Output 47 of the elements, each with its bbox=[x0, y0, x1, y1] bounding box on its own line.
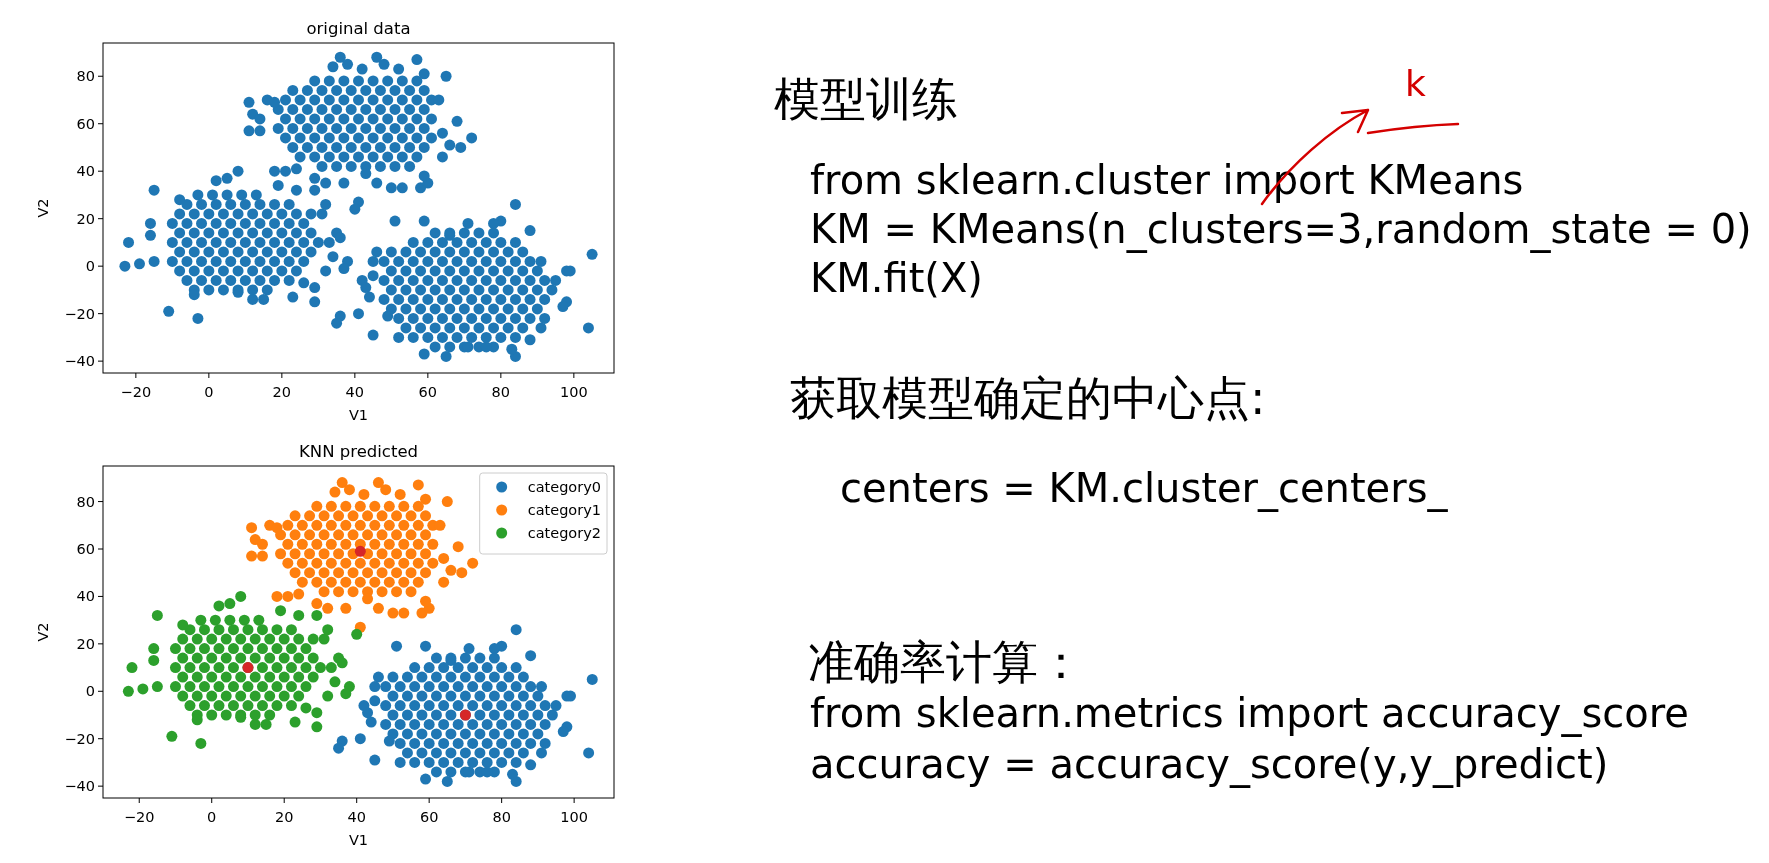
y-tick-label: 80 bbox=[76, 68, 95, 85]
x-tick-label: 80 bbox=[491, 384, 511, 400]
x-tick-label: 20 bbox=[274, 809, 294, 825]
x-tick-label: 60 bbox=[419, 809, 439, 825]
y-tick-label: 60 bbox=[76, 115, 95, 132]
text: accuracy = accuracy_score(y,y_predict) bbox=[810, 741, 1609, 788]
text: k bbox=[1405, 63, 1426, 104]
y-tick-label: 0 bbox=[85, 683, 95, 700]
y-tick-label: −40 bbox=[64, 353, 95, 370]
y-tick-label: −20 bbox=[64, 305, 95, 322]
y-tick-label: 40 bbox=[76, 588, 95, 605]
chart-title: original data bbox=[306, 19, 411, 38]
text: centers = KM.cluster_centers_ bbox=[840, 465, 1449, 512]
text: KM.fit(X) bbox=[810, 255, 983, 301]
y-axis-title: V2 bbox=[35, 198, 51, 218]
x-tick-label: 80 bbox=[492, 809, 511, 825]
x-tick-label: 40 bbox=[347, 809, 366, 825]
text: from sklearn.metrics import accuracy_score bbox=[810, 690, 1689, 737]
y-tick-label: −40 bbox=[64, 778, 95, 795]
x-tick-label: −20 bbox=[120, 384, 152, 400]
text: 准确率计算： bbox=[808, 635, 1084, 689]
x-tick-label: 40 bbox=[345, 384, 365, 400]
legend-label: category1 bbox=[527, 502, 601, 518]
y-tick-label: 60 bbox=[76, 541, 95, 557]
x-axis-title: V1 bbox=[348, 832, 369, 848]
point bbox=[354, 545, 366, 557]
legend-label: category2 bbox=[527, 525, 601, 541]
x-tick-label: 100 bbox=[560, 809, 588, 825]
y-tick-label: 0 bbox=[85, 258, 95, 275]
text: 模型训练 bbox=[774, 72, 958, 126]
legend-label: category0 bbox=[527, 479, 601, 495]
y-tick-label: 20 bbox=[76, 635, 95, 652]
y-axis-title: V2 bbox=[35, 622, 51, 642]
x-tick-label: 20 bbox=[272, 384, 292, 400]
x-tick-label: 0 bbox=[207, 809, 217, 825]
y-tick-label: 20 bbox=[76, 210, 95, 227]
text: KM = KMeans(n_clusters=3,random_state = 0) bbox=[810, 206, 1752, 253]
chart-title: KNN predicted bbox=[298, 442, 419, 461]
y-tick-label: 40 bbox=[76, 163, 95, 180]
y-tick-label: −20 bbox=[64, 730, 95, 747]
text: 获取模型确定的中心点: bbox=[790, 371, 1266, 425]
x-axis-title: V1 bbox=[348, 407, 369, 423]
x-tick-label: −20 bbox=[123, 809, 155, 825]
y-tick-label: 80 bbox=[76, 493, 95, 510]
x-tick-label: 0 bbox=[204, 384, 214, 400]
x-tick-label: 100 bbox=[560, 384, 588, 400]
x-tick-label: 60 bbox=[418, 384, 438, 400]
